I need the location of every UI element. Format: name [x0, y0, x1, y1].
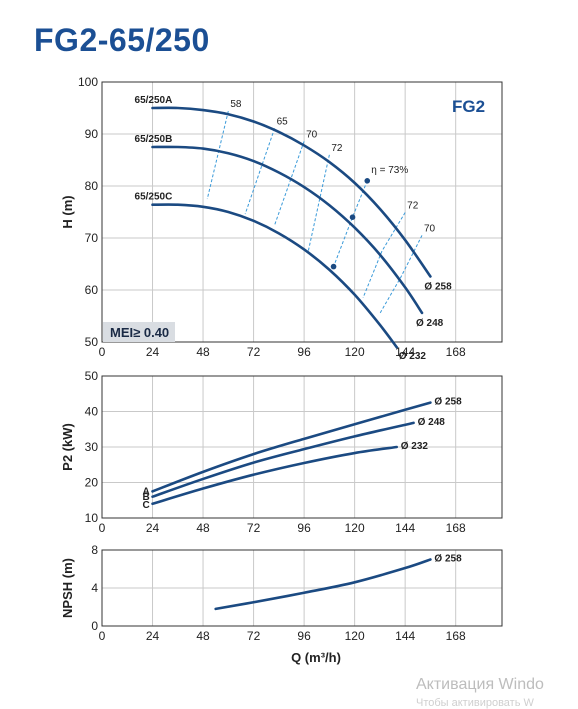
mei-badge-background: [103, 322, 175, 342]
series-line: [151, 445, 399, 506]
series-tag: FG2: [452, 97, 485, 116]
x-tick-label: 24: [146, 345, 160, 359]
x-tick-label: 72: [247, 345, 261, 359]
x-tick-label: 120: [345, 521, 365, 535]
y-tick-label: 8: [91, 543, 98, 557]
x-tick-label: 96: [297, 345, 311, 359]
x-tick-label: 96: [297, 629, 311, 643]
power-panel: 0 24 48 72 96 120 144 168 10 20 30 40 50 P2 (kW) Ø 258…: [60, 369, 503, 535]
plot-frame: [101, 81, 503, 343]
x-tick-label: 48: [196, 629, 210, 643]
x-tick-label: 24: [146, 521, 160, 535]
series-name-label: A: [143, 486, 150, 497]
series-name-label: 65/250A: [135, 95, 173, 106]
y-tick-label: 30: [85, 440, 99, 454]
y-tick-label: 90: [85, 127, 99, 141]
plot-frame: [101, 375, 503, 519]
series-diameter-label: Ø 232: [399, 351, 427, 362]
y-tick-label: 80: [85, 179, 99, 193]
series-diameter-label: Ø 248: [416, 318, 444, 329]
series-name-label: C: [143, 500, 150, 511]
y-axis-label: H (m): [60, 195, 75, 228]
efficiency-label: 72: [407, 201, 419, 212]
y-tick-label: 0: [91, 619, 98, 633]
series-name-label: 65/250C: [135, 192, 173, 203]
series-line: [151, 203, 399, 349]
efficiency-label: 65: [277, 116, 289, 127]
x-tick-label: 168: [446, 345, 466, 359]
x-tick-label: 96: [297, 521, 311, 535]
x-tick-label: 144: [395, 521, 415, 535]
efficiency-line: [206, 111, 229, 200]
y-axis-label: NPSH (m): [60, 558, 75, 618]
efficiency-label: 72: [331, 143, 343, 154]
x-tick-label: 144: [395, 629, 415, 643]
x-tick-label: 48: [196, 521, 210, 535]
x-axis-label: Q (m³/h): [291, 650, 341, 665]
x-tick-label: 120: [345, 629, 365, 643]
series-line: [151, 421, 415, 498]
series-name-label: B: [143, 492, 150, 503]
efficiency-label: η = 73%: [371, 165, 408, 176]
y-tick-label: 70: [85, 231, 99, 245]
x-tick-label: 72: [247, 629, 261, 643]
y-axis-label: P2 (kW): [60, 423, 75, 471]
x-tick-label: 168: [446, 629, 466, 643]
series-name-label: 65/250B: [135, 134, 173, 145]
efficiency-line: [244, 128, 276, 215]
x-tick-label: 0: [99, 521, 106, 535]
series-diameter-label: Ø 248: [418, 417, 446, 428]
plot-frame: [101, 549, 503, 627]
efficiency-label: 70: [306, 129, 318, 140]
series-diameter-label: Ø 258: [434, 554, 462, 565]
x-tick-label: 0: [99, 345, 106, 359]
y-tick-label: 4: [91, 581, 98, 595]
x-tick-label: 144: [395, 345, 415, 359]
x-tick-label: 48: [196, 345, 210, 359]
efficiency-label: 58: [230, 99, 242, 110]
series-diameter-label: Ø 258: [434, 397, 462, 408]
y-tick-label: 20: [85, 476, 99, 490]
series-line: [214, 558, 432, 611]
mei-badge: MEI≥ 0.40: [110, 325, 169, 340]
efficiency-line: [379, 235, 423, 314]
efficiency-label: 70: [424, 223, 436, 234]
x-tick-label: 0: [99, 629, 106, 643]
y-tick-label: 60: [85, 283, 99, 297]
efficiency-line: [362, 212, 406, 298]
efficiency-line: [307, 154, 330, 252]
chart-title: FG2-65/250: [34, 22, 210, 58]
series-line: [151, 401, 432, 493]
x-tick-label: 24: [146, 629, 160, 643]
x-tick-label: 120: [345, 345, 365, 359]
series-diameter-label: Ø 232: [401, 441, 429, 452]
best-efficiency-marker: [330, 263, 337, 270]
x-tick-label: 72: [247, 521, 261, 535]
x-tick-label: 168: [446, 521, 466, 535]
y-tick-label: 50: [85, 369, 99, 383]
watermark-line-1: Активация Windo: [416, 676, 544, 693]
series-line: [151, 145, 424, 315]
series-line: [151, 106, 432, 278]
y-tick-label: 100: [78, 75, 98, 89]
y-tick-label: 50: [85, 335, 99, 349]
series-diameter-label: Ø 258: [424, 281, 452, 292]
head-panel: 0 24 48 72 96 120 144 168 50 60 70 80 90 100 H (m) Ø 25…: [60, 75, 503, 362]
best-efficiency-marker: [364, 178, 371, 184]
y-tick-label: 40: [85, 405, 99, 419]
y-tick-label: 10: [85, 511, 99, 525]
watermark-line-2: Чтобы активировать W: [416, 697, 534, 709]
best-efficiency-marker: [349, 214, 356, 220]
